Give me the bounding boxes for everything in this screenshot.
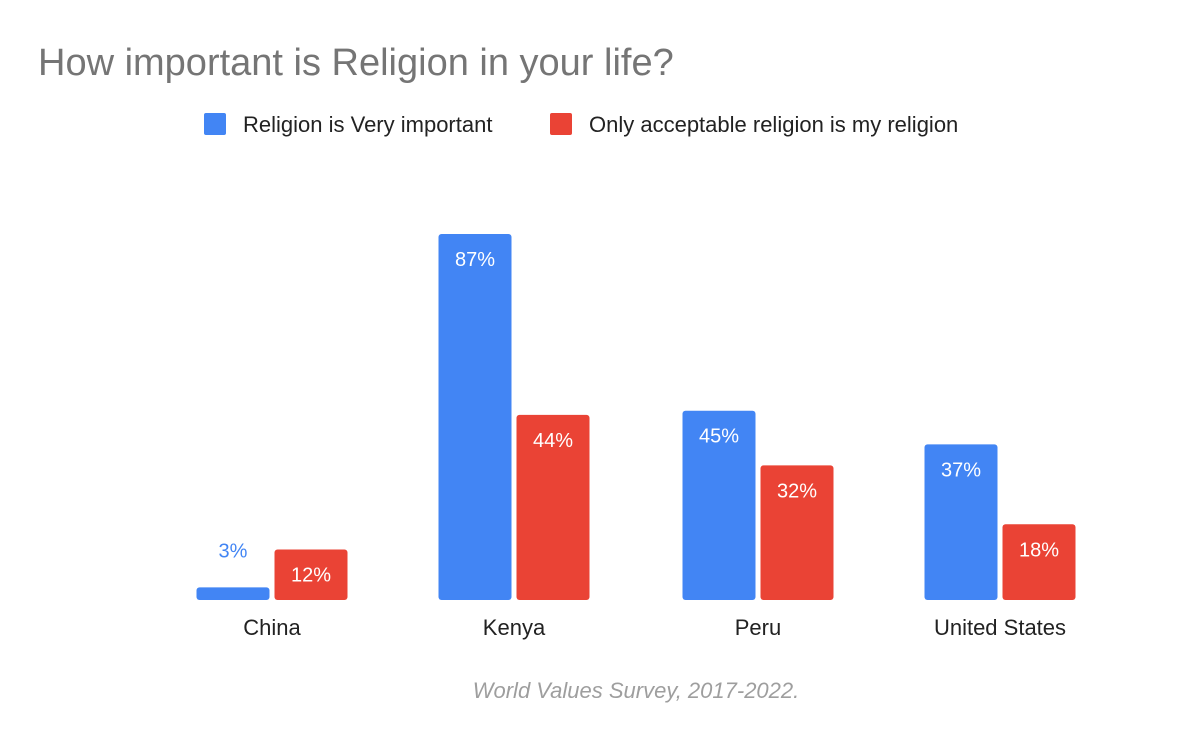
bars-group [196, 234, 1076, 600]
bar-peru-series-2 [760, 465, 834, 600]
legend-label-1: Religion is Very important [243, 112, 492, 137]
bar-united-states-series-2 [1002, 524, 1076, 600]
bar-united-states-series-1 [924, 444, 998, 600]
bar-china-series-1 [196, 587, 270, 600]
bar-kenya-series-1 [438, 234, 512, 600]
bar-china-series-2 [274, 549, 348, 600]
legend-swatch-2 [550, 113, 572, 135]
bar-label-united-states-series-1: 37% [941, 459, 981, 481]
x-tick-label-peru: Peru [735, 615, 781, 640]
bar-label-china-series-1: 3% [219, 540, 248, 562]
x-tick-label-china: China [243, 615, 301, 640]
chart-title: How important is Religion in your life? [38, 42, 674, 84]
x-tick-label-united-states: United States [934, 615, 1066, 640]
bar-label-kenya-series-1: 87% [455, 249, 495, 271]
bar-label-peru-series-2: 32% [777, 480, 817, 502]
bar-labels-group: 3% 12% 87% 44% 45% 32% 37% 18% [219, 249, 1060, 587]
bar-label-china-series-2: 12% [291, 565, 331, 587]
chart-caption: World Values Survey, 2017-2022. [473, 678, 800, 703]
legend-swatch-1 [204, 113, 226, 135]
bar-label-kenya-series-2: 44% [533, 430, 573, 452]
bar-kenya-series-2 [516, 414, 590, 600]
x-axis-ticks: China Kenya Peru United States [243, 615, 1066, 640]
legend-label-2: Only acceptable religion is my religion [589, 112, 958, 137]
x-tick-label-kenya: Kenya [483, 615, 546, 640]
bar-label-united-states-series-2: 18% [1019, 539, 1059, 561]
legend: Religion is Very important Only acceptabl… [204, 112, 958, 137]
bar-peru-series-1 [682, 410, 756, 600]
bar-label-peru-series-1: 45% [699, 426, 739, 448]
